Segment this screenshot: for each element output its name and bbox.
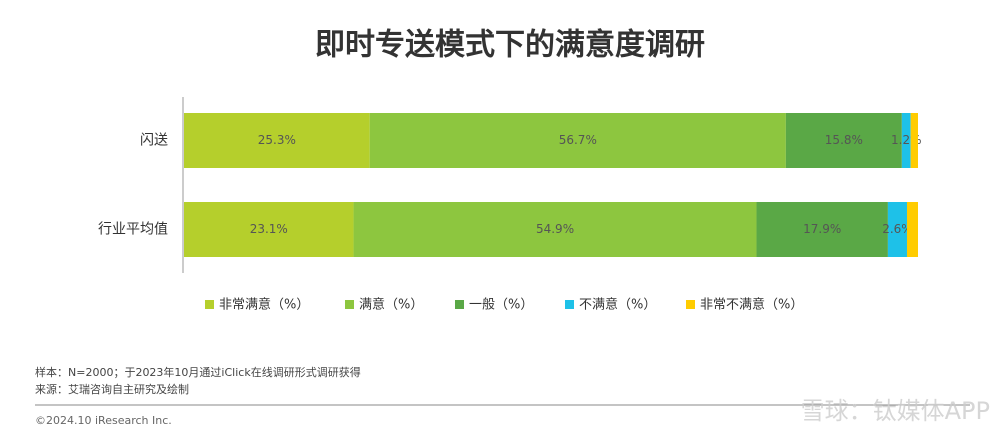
y-tick-label: 行业平均值 xyxy=(98,222,168,238)
legend-label: 满意（%） xyxy=(359,297,423,313)
value-label: 2.6% xyxy=(882,222,913,236)
value-label: 25.3% xyxy=(258,133,296,147)
legend-swatch xyxy=(455,300,464,309)
value-label: 23.1% xyxy=(250,222,288,236)
y-tick-label: 闪送 xyxy=(140,133,168,149)
chart-title: 即时专送模式下的满意度调研 xyxy=(315,28,705,63)
value-label: 15.8% xyxy=(825,133,863,147)
bar-segment xyxy=(184,113,370,168)
bar-segment xyxy=(785,113,902,168)
legend-swatch xyxy=(345,300,354,309)
bar-segment xyxy=(887,202,907,257)
bar-segment xyxy=(910,113,918,168)
legend-swatch xyxy=(686,300,695,309)
legend-swatch xyxy=(565,300,574,309)
bar-segment xyxy=(369,113,786,168)
bar-segment xyxy=(353,202,757,257)
legend-label: 非常不满意（%） xyxy=(700,297,803,313)
bar-segment xyxy=(184,202,354,257)
watermark: 雪球：钛媒体APP xyxy=(801,397,990,425)
value-label: 17.9% xyxy=(803,222,841,236)
legend-swatch xyxy=(205,300,214,309)
legend-label: 不满意（%） xyxy=(579,297,656,313)
value-label: 56.7% xyxy=(559,133,597,147)
copyright: ©2024.10 iResearch Inc. xyxy=(35,414,172,427)
legend-label: 一般（%） xyxy=(469,297,533,313)
bar-segment xyxy=(906,202,918,257)
note: 样本：N=2000；于2023年10月通过iClick在线调研形式调研获得 xyxy=(35,365,361,379)
bar-segment xyxy=(756,202,888,257)
note: 来源：艾瑞咨询自主研究及绘制 xyxy=(35,382,189,396)
bar-segment xyxy=(901,113,911,168)
value-label: 54.9% xyxy=(536,222,574,236)
legend-label: 非常满意（%） xyxy=(219,297,309,313)
